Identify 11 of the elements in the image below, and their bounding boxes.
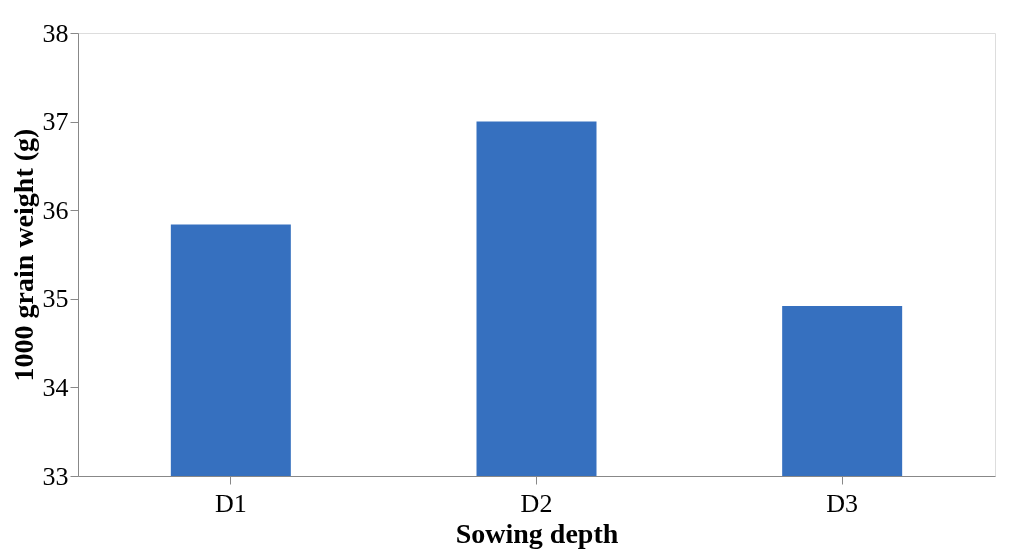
- x-tick-label: D1: [214, 488, 247, 518]
- y-tick-label: 37: [42, 107, 69, 137]
- y-tick-label: 36: [42, 195, 69, 225]
- y-tick-label: 34: [42, 372, 69, 402]
- x-tick-label: D3: [826, 488, 859, 518]
- y-tick-label: 38: [42, 18, 69, 48]
- x-axis-title: Sowing depth: [455, 517, 619, 549]
- y-tick-label: 35: [42, 284, 69, 314]
- x-tick-label: D2: [520, 488, 553, 518]
- y-tick-label: 33: [42, 461, 69, 491]
- y-axis-title: 1000 grain weight (g): [7, 128, 39, 382]
